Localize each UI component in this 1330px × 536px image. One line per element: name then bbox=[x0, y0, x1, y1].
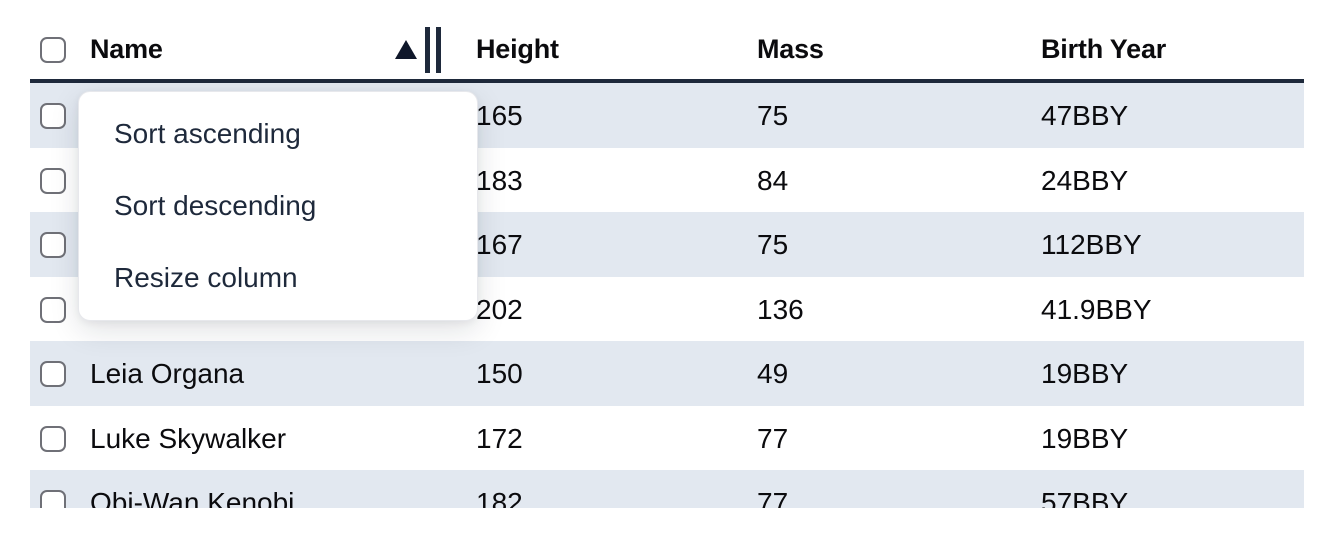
row-checkbox[interactable] bbox=[40, 103, 66, 130]
table-row: Luke Skywalker 172 77 19BBY bbox=[30, 406, 1304, 471]
cell-mass: 77 bbox=[757, 422, 789, 454]
cell-birth-year: 41.9BBY bbox=[1041, 293, 1152, 325]
cell-mass: 84 bbox=[757, 164, 789, 196]
row-checkbox[interactable] bbox=[40, 167, 66, 194]
cell-height: 150 bbox=[476, 358, 523, 390]
row-checkbox[interactable] bbox=[40, 490, 66, 508]
cell-birth-year: 57BBY bbox=[1041, 487, 1129, 508]
cell-height: 202 bbox=[476, 293, 523, 325]
column-header-name[interactable]: Name bbox=[78, 7, 476, 73]
cell-mass: 75 bbox=[757, 229, 789, 261]
cell-name: Obi-Wan Kenobi bbox=[90, 487, 295, 508]
column-header-name-label: Name bbox=[90, 34, 163, 64]
cell-height: 183 bbox=[476, 164, 523, 196]
cell-height: 182 bbox=[476, 487, 523, 508]
row-checkbox[interactable] bbox=[40, 425, 66, 452]
column-context-menu: Sort ascending Sort descending Resize co… bbox=[78, 91, 478, 321]
column-resize-handle-icon[interactable] bbox=[425, 26, 441, 73]
cell-birth-year: 47BBY bbox=[1041, 100, 1129, 132]
column-header-mass[interactable]: Mass bbox=[757, 34, 824, 64]
cell-birth-year: 19BBY bbox=[1041, 422, 1129, 454]
cell-birth-year: 19BBY bbox=[1041, 358, 1129, 390]
cell-mass: 136 bbox=[757, 293, 804, 325]
row-checkbox[interactable] bbox=[40, 296, 66, 323]
table-row: Obi-Wan Kenobi 182 77 57BBY bbox=[30, 470, 1304, 508]
table-row: Leia Organa 150 49 19BBY bbox=[30, 341, 1304, 406]
row-checkbox[interactable] bbox=[40, 232, 66, 259]
column-header-birth-year[interactable]: Birth Year bbox=[1041, 34, 1167, 64]
menu-item-resize-column[interactable]: Resize column bbox=[114, 262, 298, 293]
cell-mass: 75 bbox=[757, 100, 789, 132]
cell-birth-year: 24BBY bbox=[1041, 164, 1129, 196]
cell-name: Leia Organa bbox=[90, 358, 245, 390]
menu-item-sort-ascending[interactable]: Sort ascending bbox=[114, 118, 301, 149]
cell-height: 167 bbox=[476, 229, 523, 261]
header-checkbox-cell bbox=[30, 17, 78, 63]
cell-height: 172 bbox=[476, 422, 523, 454]
cell-height: 165 bbox=[476, 100, 523, 132]
sort-ascending-icon bbox=[395, 40, 417, 59]
table-row: 183 84 24BBY bbox=[30, 148, 1304, 213]
cell-birth-year: 112BBY bbox=[1041, 229, 1142, 261]
cell-mass: 49 bbox=[757, 358, 789, 390]
cell-name: Luke Skywalker bbox=[90, 422, 287, 454]
column-header-height[interactable]: Height bbox=[476, 34, 559, 64]
table-header-row: Name Height Mass Birth Year bbox=[30, 0, 1304, 83]
row-checkbox[interactable] bbox=[40, 361, 66, 388]
cell-mass: 77 bbox=[757, 487, 789, 508]
menu-item-sort-descending[interactable]: Sort descending bbox=[114, 190, 317, 221]
table-row: 202 136 41.9BBY bbox=[30, 277, 1304, 342]
select-all-checkbox[interactable] bbox=[40, 36, 66, 63]
